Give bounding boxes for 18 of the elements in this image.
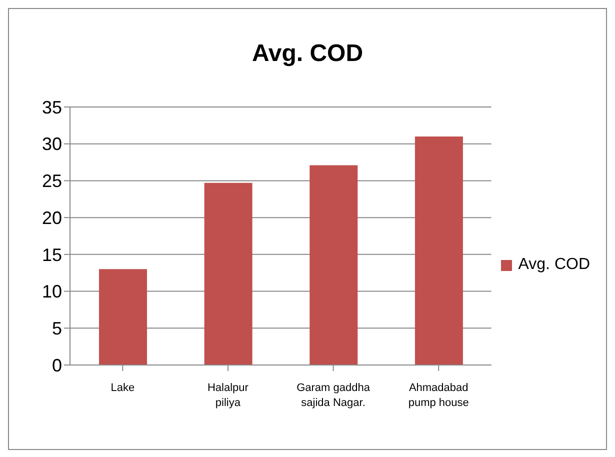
y-tick-label: 15	[42, 244, 62, 265]
x-tick-label: Lake	[110, 382, 135, 394]
y-tick-label: 35	[42, 97, 62, 118]
bar	[310, 165, 358, 365]
chart-title: Avg. COD	[250, 40, 364, 68]
y-tick-label: 20	[42, 208, 62, 228]
y-tick-label: 30	[42, 134, 62, 154]
y-tick-label: 25	[42, 171, 62, 192]
x-tick-label: Ahmadabad pump house	[408, 382, 469, 409]
bar	[414, 136, 463, 365]
y-tick-label: 0	[52, 355, 62, 376]
legend-label: Avg. COD	[518, 256, 590, 274]
y-tick-label: 10	[42, 282, 62, 302]
x-tick-label: Halalpur piliya	[207, 382, 249, 409]
x-tick-label: Garam gaddha sajida Nagar.	[296, 382, 371, 409]
bar	[99, 269, 147, 365]
y-tick-label: 5	[52, 318, 62, 339]
bar	[204, 182, 252, 365]
